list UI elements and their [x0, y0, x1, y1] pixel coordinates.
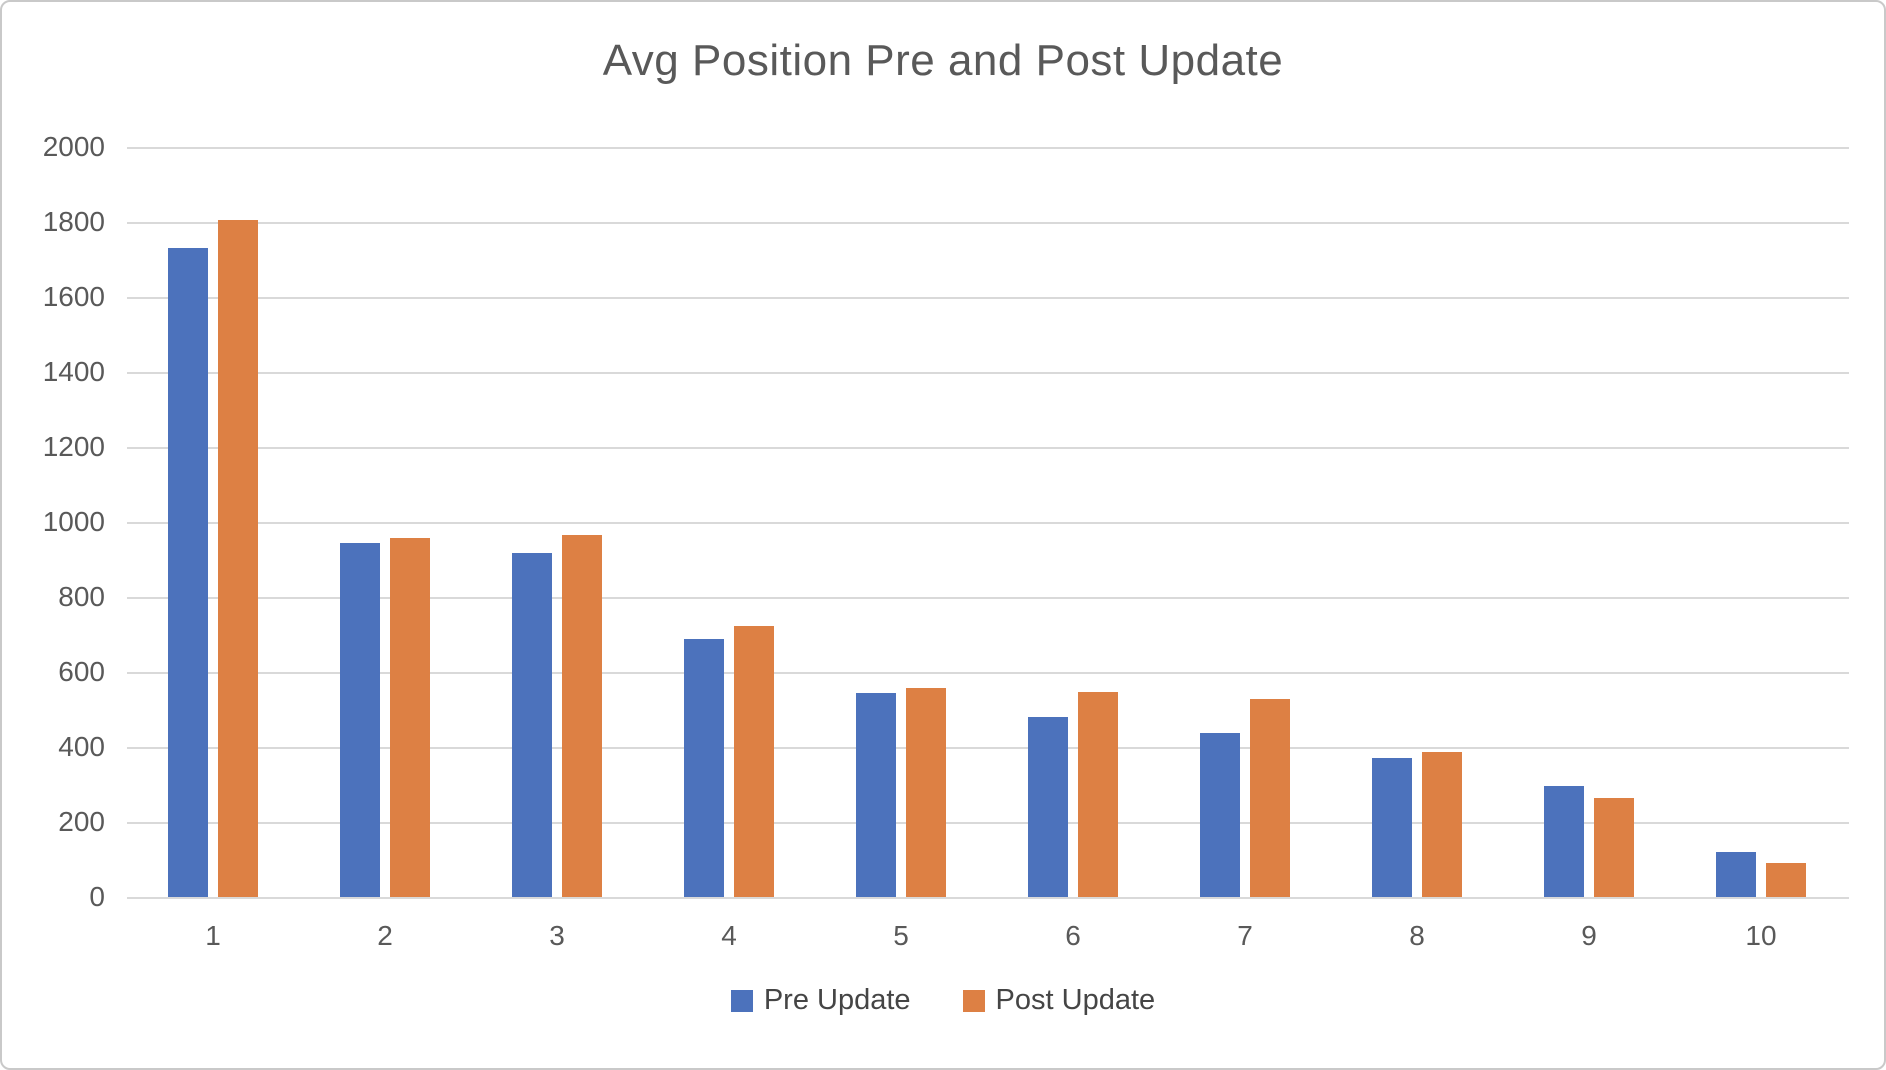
- bar-pre-update-7: [1200, 733, 1240, 897]
- x-tick-label-10: 10: [1745, 920, 1777, 951]
- gridline-y-1600: [127, 297, 1849, 299]
- gridline-y-1400: [127, 372, 1849, 374]
- y-tick-label-400: 400: [58, 731, 105, 762]
- x-tick-label-7: 7: [1237, 920, 1253, 951]
- gridline-y-2000: [127, 147, 1849, 149]
- legend: Pre Update Post Update: [2, 984, 1884, 1017]
- gridline-y-600: [127, 672, 1849, 674]
- y-tick-label-2000: 2000: [42, 131, 105, 162]
- bar-pre-update-8: [1372, 758, 1412, 897]
- legend-swatch-icon: [962, 989, 985, 1012]
- y-tick-label-600: 600: [58, 656, 105, 687]
- gridline-y-0: [127, 897, 1849, 899]
- bar-pre-update-5: [856, 693, 896, 897]
- y-tick-label-0: 0: [89, 881, 105, 912]
- bar-pre-update-9: [1544, 786, 1584, 897]
- gridline-y-400: [127, 747, 1849, 749]
- bar-pre-update-4: [684, 639, 724, 897]
- bar-post-update-1: [218, 220, 258, 897]
- legend-label: Pre Update: [763, 984, 911, 1016]
- bar-post-update-3: [562, 535, 602, 897]
- bar-post-update-7: [1250, 699, 1290, 897]
- bar-post-update-8: [1422, 752, 1462, 897]
- bar-post-update-5: [906, 688, 946, 897]
- bar-pre-update-2: [340, 543, 380, 897]
- gridline-y-800: [127, 597, 1849, 599]
- x-tick-label-1: 1: [205, 920, 221, 951]
- x-tick-label-4: 4: [721, 920, 737, 951]
- bar-pre-update-6: [1028, 717, 1068, 897]
- bar-post-update-4: [734, 626, 774, 897]
- legend-item-pre-update: Pre Update: [730, 984, 911, 1017]
- y-tick-label-1600: 1600: [42, 281, 105, 312]
- bar-pre-update-10: [1716, 852, 1756, 897]
- bar-pre-update-1: [168, 248, 208, 897]
- bar-pre-update-3: [512, 553, 552, 897]
- x-tick-label-6: 6: [1065, 920, 1081, 951]
- bar-post-update-10: [1766, 863, 1806, 897]
- bar-post-update-2: [390, 538, 430, 897]
- x-tick-label-3: 3: [549, 920, 565, 951]
- x-tick-label-8: 8: [1409, 920, 1425, 951]
- gridline-y-1800: [127, 222, 1849, 224]
- y-tick-label-200: 200: [58, 806, 105, 837]
- x-tick-label-9: 9: [1581, 920, 1597, 951]
- y-tick-label-1400: 1400: [42, 356, 105, 387]
- legend-item-post-update: Post Update: [962, 984, 1156, 1017]
- x-tick-label-2: 2: [377, 920, 393, 951]
- gridline-y-1200: [127, 447, 1849, 449]
- x-tick-label-5: 5: [893, 920, 909, 951]
- y-tick-label-800: 800: [58, 581, 105, 612]
- y-tick-label-1000: 1000: [42, 506, 105, 537]
- gridline-y-1000: [127, 522, 1849, 524]
- bar-post-update-6: [1078, 692, 1118, 897]
- chart-title: Avg Position Pre and Post Update: [602, 36, 1284, 85]
- legend-label: Post Update: [995, 984, 1156, 1016]
- bar-post-update-9: [1594, 798, 1634, 897]
- gridline-y-200: [127, 822, 1849, 824]
- legend-swatch-icon: [730, 989, 753, 1012]
- y-tick-label-1200: 1200: [42, 431, 105, 462]
- y-tick-label-1800: 1800: [42, 206, 105, 237]
